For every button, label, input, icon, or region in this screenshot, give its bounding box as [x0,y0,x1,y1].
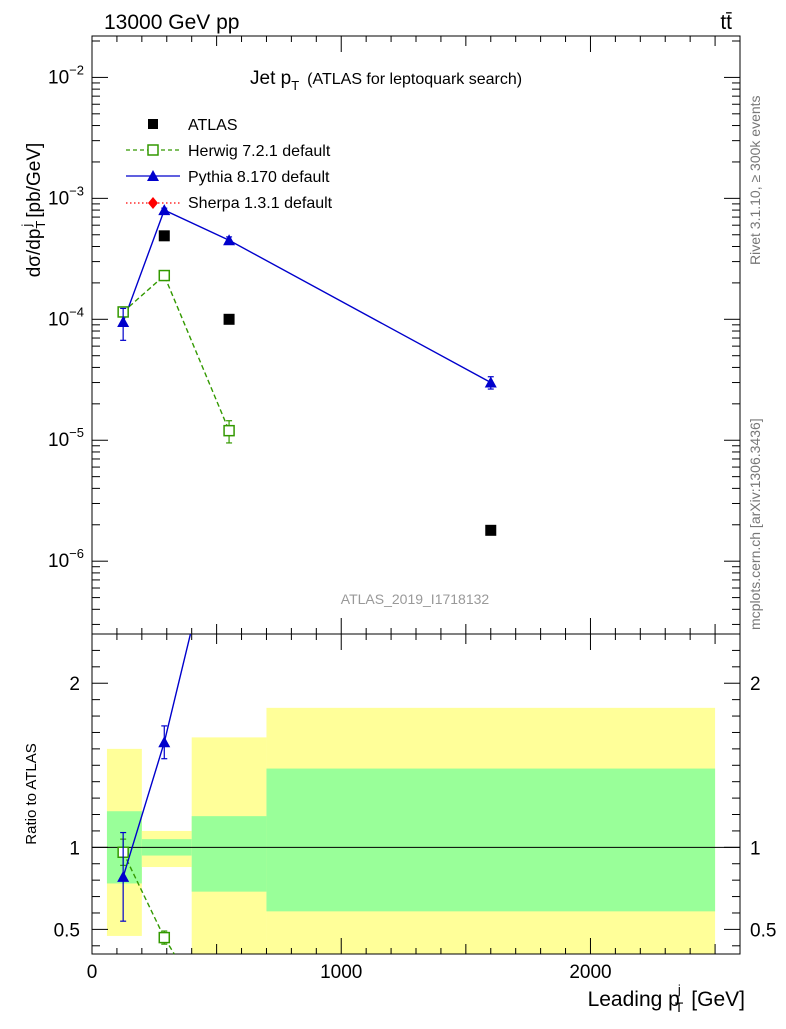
tick-labels: 0 1000 2000 10−6 10−5 10−4 10−3 10−2 0.5 0.5 1 1 2 2 [48,62,776,983]
atlas-point-1 [158,230,170,242]
y-tick-label: 10−2 [48,62,84,88]
pythia-ratio-point-1 [158,736,171,748]
plot-title: Jet pT (ATLAS for leptoquark search) [250,68,522,93]
pythia-point-0 [117,315,130,327]
x-tick-label: 0 [87,962,98,983]
ratio-tick-label-right: 1 [750,838,761,859]
x-tick-label: 2000 [569,962,611,983]
legend-herwig-label: Herwig 7.2.1 default [188,143,331,160]
legend-pythia-label: Pythia 8.170 default [188,169,330,186]
legend-pythia-marker [147,170,159,181]
legend-sherpa-label: Sherpa 1.3.1 default [188,195,333,212]
atlas-point-3 [485,524,497,536]
ratio-bands [92,707,740,954]
y-tick-label: 10−6 [48,546,84,572]
y-axis-label: dσ/dpTj[pb/GeV] [19,143,48,278]
header-left: 13000 GeV pp [104,11,239,34]
pythia-point-3 [484,376,497,388]
series-marks [117,204,497,955]
legend-sherpa-marker [148,197,158,209]
axis-ticks [91,36,741,954]
y-tick-label: 10−3 [48,183,84,209]
mcplots-label: mcplots.cern.ch [arXiv:1306.3436] [747,418,763,630]
herwig-ratio-line [122,851,175,955]
header-right: tt̄ [720,11,732,34]
band-inner-3 [266,768,716,912]
herwig-line [122,274,230,431]
legend-atlas-marker [148,119,158,129]
x-tick-label: 1000 [320,962,362,983]
pythia-point-1 [158,204,171,216]
ratio-tick-label-left: 2 [69,674,80,695]
pythia-point-2 [223,234,236,246]
analysis-label: ATLAS_2019_I1718132 [341,591,490,607]
legend-atlas-label: ATLAS [188,117,238,134]
legend-herwig-marker [147,144,159,156]
ratio-tick-label-right: 0.5 [750,920,776,941]
herwig-ratio-point-1 [158,931,171,944]
ratio-tick-label-left: 0.5 [54,920,80,941]
ratio-y-axis-label: Ratio to ATLAS [23,743,40,844]
y-tick-label: 10−4 [48,304,84,330]
herwig-point-2 [223,424,235,437]
pythia-ratio-point-0 [117,870,130,882]
atlas-point-2 [223,313,235,325]
rivet-label: Rivet 3.1.10, ≥ 300k events [747,95,763,265]
legend: ATLAS Herwig 7.2.1 default Pythia 8.170 … [126,117,333,212]
y-tick-label: 10−5 [48,425,84,451]
herwig-point-1 [158,269,171,282]
x-axis-label: Leading pj T [GeV] [588,982,745,1015]
band-inner-2 [191,816,267,892]
ratio-tick-label-left: 1 [69,838,80,859]
pythia-line [122,209,492,384]
ratio-tick-label-right: 2 [750,674,761,695]
